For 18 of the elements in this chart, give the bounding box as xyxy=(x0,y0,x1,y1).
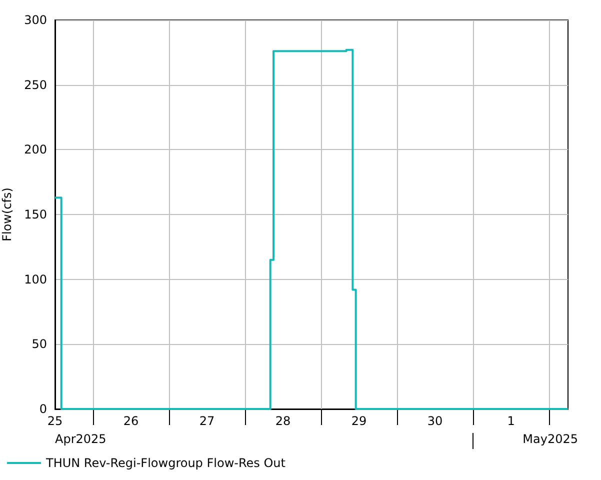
x-tick-label: 30 xyxy=(427,414,443,428)
y-tick-label: 200 xyxy=(24,142,47,157)
y-tick-label: 250 xyxy=(24,78,47,92)
x-tick-label: 27 xyxy=(199,414,215,428)
y-tick-label: 0 xyxy=(39,402,47,416)
y-tick-label: 150 xyxy=(24,208,47,222)
text: Apr2025 xyxy=(55,432,106,446)
x-tick-label: 1 xyxy=(507,414,515,428)
legend-label: THUN Rev-Regi-Flowgroup Flow-Res Out xyxy=(45,456,286,470)
y-tick-label: 100 xyxy=(24,272,47,286)
text: May2025 xyxy=(522,432,578,446)
y-axis-title: Flow(cfs) xyxy=(0,188,14,242)
x-tick-label: 25 xyxy=(47,414,63,428)
y-tick-label: 300 xyxy=(24,13,47,27)
x-tick-label: 29 xyxy=(351,414,367,428)
x-tick-label: 28 xyxy=(275,414,291,428)
x-tick-label: 26 xyxy=(123,414,139,428)
y-tick-label: 50 xyxy=(32,337,47,352)
